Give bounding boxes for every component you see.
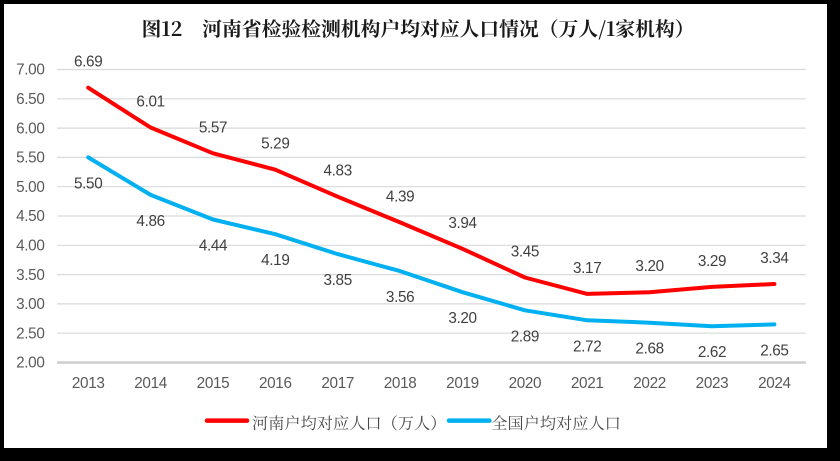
svg-text:2.65: 2.65 bbox=[760, 342, 788, 359]
svg-text:2018: 2018 bbox=[384, 375, 417, 392]
svg-text:5.50: 5.50 bbox=[16, 150, 44, 167]
svg-text:6.69: 6.69 bbox=[74, 54, 102, 71]
svg-text:3.56: 3.56 bbox=[386, 289, 414, 306]
svg-text:2.89: 2.89 bbox=[511, 328, 539, 345]
svg-text:2021: 2021 bbox=[571, 375, 604, 392]
svg-text:3.17: 3.17 bbox=[573, 260, 601, 277]
svg-text:5.00: 5.00 bbox=[16, 179, 44, 196]
svg-text:2.50: 2.50 bbox=[16, 325, 44, 342]
svg-text:3.34: 3.34 bbox=[760, 250, 789, 267]
svg-text:3.29: 3.29 bbox=[698, 253, 726, 270]
svg-text:4.19: 4.19 bbox=[261, 252, 289, 269]
svg-text:2017: 2017 bbox=[321, 375, 354, 392]
svg-text:2020: 2020 bbox=[509, 375, 542, 392]
svg-text:4.00: 4.00 bbox=[16, 238, 44, 255]
svg-text:6.00: 6.00 bbox=[16, 120, 44, 137]
svg-text:2019: 2019 bbox=[446, 375, 479, 392]
svg-text:2.62: 2.62 bbox=[698, 344, 726, 361]
svg-text:4.44: 4.44 bbox=[199, 238, 228, 255]
svg-text:2014: 2014 bbox=[134, 375, 167, 392]
svg-text:2015: 2015 bbox=[197, 375, 230, 392]
svg-text:2024: 2024 bbox=[758, 375, 791, 392]
svg-text:2013: 2013 bbox=[72, 375, 105, 392]
svg-text:5.50: 5.50 bbox=[74, 175, 102, 192]
svg-text:4.50: 4.50 bbox=[16, 208, 44, 225]
svg-text:2.72: 2.72 bbox=[573, 338, 601, 355]
svg-text:3.85: 3.85 bbox=[324, 272, 352, 289]
svg-text:3.94: 3.94 bbox=[448, 215, 477, 232]
svg-text:5.57: 5.57 bbox=[199, 119, 227, 136]
svg-text:4.83: 4.83 bbox=[324, 163, 352, 180]
svg-text:2023: 2023 bbox=[696, 375, 729, 392]
svg-text:3.20: 3.20 bbox=[448, 310, 476, 327]
svg-text:2022: 2022 bbox=[633, 375, 666, 392]
svg-text:3.45: 3.45 bbox=[511, 244, 539, 261]
svg-text:4.86: 4.86 bbox=[136, 213, 164, 230]
svg-text:3.20: 3.20 bbox=[635, 258, 663, 275]
svg-text:6.01: 6.01 bbox=[136, 94, 164, 111]
svg-text:3.50: 3.50 bbox=[16, 267, 44, 284]
svg-text:2.00: 2.00 bbox=[16, 355, 44, 372]
svg-text:4.39: 4.39 bbox=[386, 188, 414, 205]
svg-text:7.00: 7.00 bbox=[16, 62, 44, 79]
svg-text:6.50: 6.50 bbox=[16, 91, 44, 108]
svg-text:2016: 2016 bbox=[259, 375, 292, 392]
svg-text:2.68: 2.68 bbox=[635, 341, 663, 358]
svg-text:3.00: 3.00 bbox=[16, 296, 44, 313]
svg-text:5.29: 5.29 bbox=[261, 136, 289, 153]
